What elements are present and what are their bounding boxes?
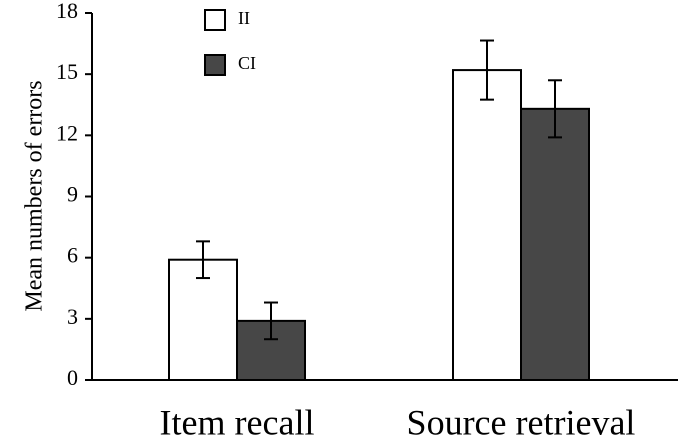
y-tick-label: 9 (67, 182, 78, 207)
error-bar (480, 39, 494, 101)
y-axis-label: Mean numbers of errors (22, 80, 48, 311)
y-tick-label: 6 (67, 243, 78, 268)
legend-swatch (204, 9, 226, 31)
error-bar (196, 240, 210, 280)
bar (520, 107, 590, 381)
y-tick-label: 18 (56, 0, 78, 23)
x-tick-label: Item recall (160, 402, 315, 442)
error-bar (264, 301, 278, 341)
error-bar (548, 79, 562, 139)
legend-swatch (204, 54, 226, 76)
legend-label: CI (238, 53, 256, 73)
y-tick-label: 0 (67, 365, 78, 390)
y-tick-label: 3 (67, 304, 78, 329)
y-tick-label: 15 (56, 59, 78, 84)
legend-label: II (238, 8, 250, 28)
x-tick-label: Source retrieval (407, 402, 636, 442)
y-tick-label: 12 (56, 120, 78, 145)
bar (452, 69, 522, 381)
